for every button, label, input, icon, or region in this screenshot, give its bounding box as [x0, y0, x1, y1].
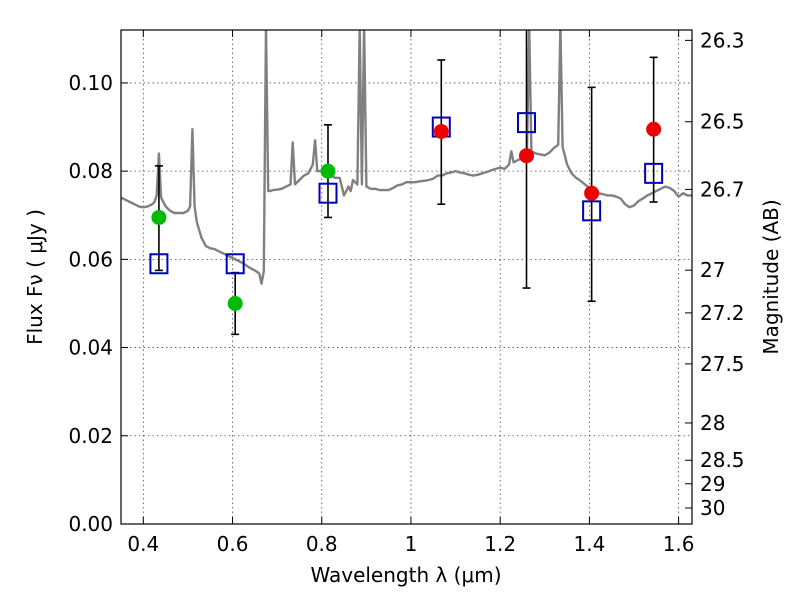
x-tick-label: 0.4 — [127, 532, 159, 556]
x-tick-label: 1.6 — [663, 532, 695, 556]
observed-green-point — [227, 295, 243, 311]
mag-tick-label: 29 — [700, 472, 725, 496]
model-spectrum-line — [121, 30, 692, 285]
y-tick-label: 0.00 — [68, 512, 113, 536]
mag-tick-label: 28 — [700, 411, 725, 435]
x-tick-label: 0.6 — [217, 532, 249, 556]
mag-tick-label: 26.3 — [700, 28, 745, 52]
mag-tick-label: 27.2 — [700, 301, 745, 325]
x-axis-label: Wavelength λ (μm) — [310, 563, 501, 587]
y-tick-label: 0.10 — [68, 71, 113, 95]
y2-axis-label: Magnitude (AB) — [759, 199, 783, 354]
y-tick-label: 0.06 — [68, 247, 113, 271]
mag-tick-label: 27 — [700, 258, 725, 282]
mag-tick-label: 27.5 — [700, 352, 745, 376]
observed-red-point — [433, 123, 449, 139]
mag-tick-label: 28.5 — [700, 448, 745, 472]
x-tick-label: 0.8 — [306, 532, 338, 556]
observed-red-point — [518, 148, 534, 164]
model-square-marker — [225, 253, 245, 275]
observed-red-point — [646, 121, 662, 137]
mag-tick-label: 30 — [700, 496, 725, 520]
x-tick-label: 1.2 — [484, 532, 516, 556]
x-tick-label: 1.4 — [573, 532, 605, 556]
model-spectrum-layer — [121, 30, 692, 285]
model-square-marker — [516, 112, 536, 134]
mag-tick-label: 26.7 — [700, 177, 745, 201]
marker-layer — [149, 112, 664, 311]
model-square-marker — [318, 182, 338, 204]
plot-frame — [120, 29, 693, 525]
grid — [121, 30, 692, 524]
y-tick-label: 0.08 — [68, 159, 113, 183]
y-tick-label: 0.04 — [68, 336, 113, 360]
y-axis-label: Flux Fν ( μJy ) — [23, 209, 47, 345]
mag-tick-label: 26.5 — [700, 110, 745, 134]
observed-green-point — [151, 209, 167, 225]
observed-green-point — [320, 163, 336, 179]
model-square-marker — [644, 162, 664, 184]
axis-ticks: 0.4 0.6 0.8 1 1.2 1.4 1.6 0.00 0.02 0.04 0.06 0.08 0… — [68, 28, 744, 556]
y-tick-label: 0.02 — [68, 424, 113, 448]
model-square-marker — [582, 200, 602, 222]
model-square-marker — [149, 253, 169, 275]
observed-red-point — [584, 185, 600, 201]
x-tick-label: 1 — [405, 532, 418, 556]
